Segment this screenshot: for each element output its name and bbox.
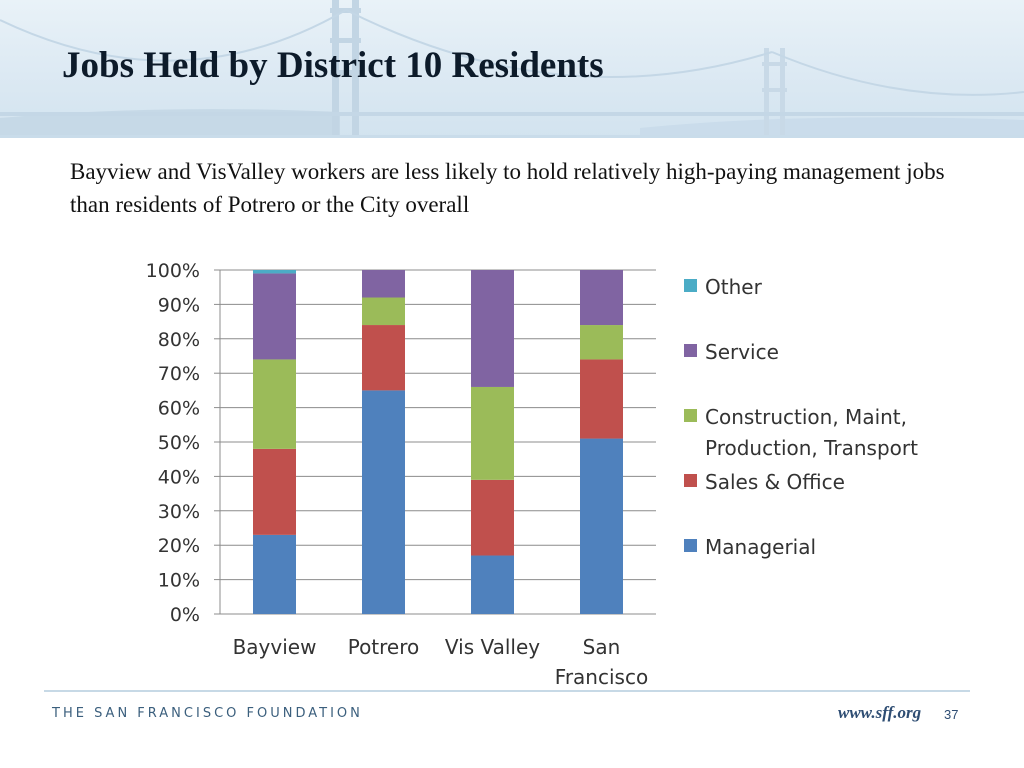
legend-swatch bbox=[684, 474, 697, 487]
legend-label: Construction, Maint, bbox=[705, 405, 907, 429]
bar-segment-construction-maint-production-transport bbox=[362, 297, 405, 326]
legend-label: Service bbox=[705, 340, 779, 364]
x-tick-label: Vis Valley bbox=[445, 635, 540, 659]
x-tick-label: San bbox=[583, 635, 621, 659]
bar-segment-sales-office bbox=[580, 359, 623, 439]
y-tick-label: 0% bbox=[170, 604, 200, 626]
slide-title: Jobs Held by District 10 Residents bbox=[62, 45, 604, 86]
y-tick-label: 70% bbox=[158, 363, 200, 385]
y-tick-label: 90% bbox=[158, 294, 200, 316]
legend-swatch bbox=[684, 344, 697, 357]
x-tick-label: Francisco bbox=[555, 665, 648, 689]
header-rule bbox=[0, 135, 1024, 138]
header-band bbox=[0, 0, 1024, 138]
bar-segment-service bbox=[253, 273, 296, 360]
footer-organization: THE SAN FRANCISCO FOUNDATION bbox=[52, 706, 363, 721]
bar-segment-sales-office bbox=[253, 448, 296, 535]
bar-segment-construction-maint-production-transport bbox=[253, 359, 296, 449]
y-tick-label: 20% bbox=[158, 535, 200, 557]
y-tick-label: 30% bbox=[158, 501, 200, 523]
bar-segment-managerial bbox=[471, 555, 514, 614]
bar-segment-service bbox=[362, 270, 405, 298]
footer-rule bbox=[44, 690, 970, 692]
legend-swatch bbox=[684, 279, 697, 292]
legend-label: Sales & Office bbox=[705, 470, 845, 494]
bar-segment-sales-office bbox=[362, 325, 405, 391]
footer-url[interactable]: www.sff.org bbox=[838, 703, 922, 722]
y-tick-label: 60% bbox=[158, 398, 200, 420]
y-tick-label: 10% bbox=[158, 570, 200, 592]
slide-subtitle: Bayview and VisValley workers are less l… bbox=[70, 159, 945, 217]
x-tick-label: Bayview bbox=[233, 635, 317, 659]
page-number: 37 bbox=[944, 707, 959, 722]
y-tick-label: 100% bbox=[146, 260, 200, 282]
legend-label: Other bbox=[705, 275, 763, 299]
y-tick-label: 50% bbox=[158, 432, 200, 454]
bar-segment-service bbox=[580, 270, 623, 326]
bar-segment-construction-maint-production-transport bbox=[471, 386, 514, 480]
bar-segment-service bbox=[471, 270, 514, 387]
stacked-bar-chart: 0% 10% 20% 30% 40% 50% 60% 70% 80% 90% 100% Bayview… bbox=[146, 260, 918, 689]
golden-gate-bridge-image bbox=[0, 0, 1024, 138]
y-tick-label: 80% bbox=[158, 329, 200, 351]
legend-swatch bbox=[684, 539, 697, 552]
legend-swatch bbox=[684, 409, 697, 422]
bar-segment-sales-office bbox=[471, 479, 514, 556]
y-tick-label: 40% bbox=[158, 466, 200, 488]
bar-segment-construction-maint-production-transport bbox=[580, 325, 623, 360]
bar-segment-managerial bbox=[580, 438, 623, 614]
bar-segment-managerial bbox=[362, 390, 405, 614]
legend-label: Production, Transport bbox=[705, 436, 918, 460]
x-tick-label: Potrero bbox=[348, 635, 420, 659]
bar-segment-other bbox=[253, 270, 296, 274]
legend-label: Managerial bbox=[705, 535, 816, 559]
bar-segment-managerial bbox=[253, 534, 296, 614]
